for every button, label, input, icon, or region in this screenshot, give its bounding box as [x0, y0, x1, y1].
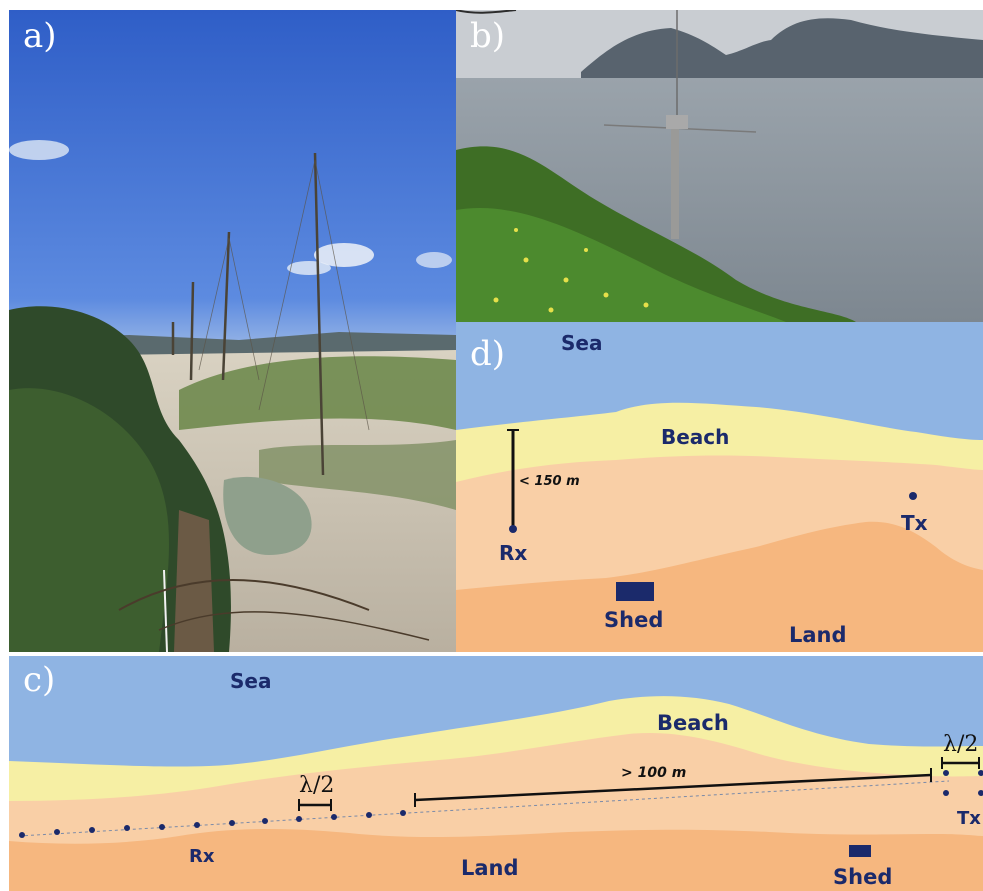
cross-shore-schematic: Sea Beach Land Rx Tx Shed < 150 m [456, 322, 983, 652]
tx-marker [909, 492, 917, 500]
shed-icon [849, 845, 871, 857]
land-dark-area [9, 829, 983, 891]
lambda-label-left: λ/2 [299, 773, 334, 798]
photo-panel-a: a) [9, 10, 456, 652]
rx-array-markers [19, 810, 406, 838]
panel-label-c: c) [23, 660, 56, 700]
photo-panel-b: b) [456, 10, 983, 322]
distance-label: < 150 m [519, 474, 580, 489]
sea-label: Sea [561, 331, 602, 355]
tx-label: Tx [901, 511, 928, 535]
rx-label: Rx [499, 541, 527, 565]
sea-antenna-photo [456, 10, 983, 322]
shed-label: Shed [604, 608, 663, 632]
shed-icon [616, 582, 654, 601]
distance-line [414, 773, 932, 802]
rx-label: Rx [189, 846, 215, 867]
schematic-panel-d: Sea Beach Land Rx Tx Shed < 150 m d) [456, 322, 983, 652]
lambda-label-right: λ/2 [943, 732, 978, 757]
panel-label-d: d) [470, 334, 506, 374]
array-line [18, 780, 950, 837]
land-label: Land [461, 856, 519, 880]
panel-label-a: a) [23, 16, 57, 56]
land-label: Land [789, 623, 847, 647]
tx-array-markers [943, 770, 983, 796]
along-shore-schematic: Sea Beach Land Rx Tx Shed > 100 m λ/2 λ/… [9, 656, 983, 891]
land-dark-area [456, 521, 983, 652]
tx-label: Tx [957, 808, 981, 829]
panel-label-b: b) [470, 16, 506, 56]
rx-marker [509, 525, 517, 533]
beach-label: Beach [661, 425, 729, 449]
beach-label: Beach [657, 711, 729, 735]
shed-label: Shed [833, 865, 892, 889]
sea-label: Sea [230, 669, 271, 693]
schematic-panel-c: Sea Beach Land Rx Tx Shed > 100 m λ/2 λ/… [9, 656, 983, 891]
dune-masts-photo [9, 10, 456, 652]
distance-label: > 100 m [621, 765, 686, 781]
